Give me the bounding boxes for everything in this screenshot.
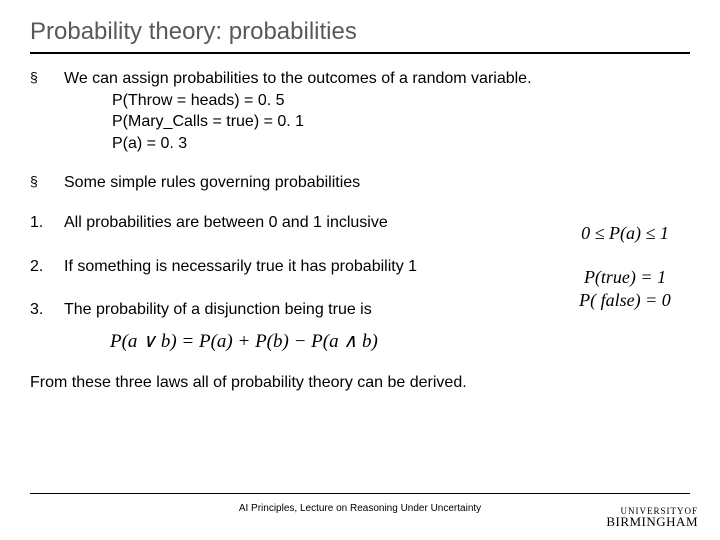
number-marker: 2. [30,256,43,278]
bullet-marker: § [30,68,38,87]
bullet-item-1: § We can assign probabilities to the out… [30,68,690,154]
university-logo: UNIVERSITYOF BIRMINGHAM [606,507,698,528]
bullet-text: Some simple rules governing probabilitie… [64,172,690,194]
bullet-text: We can assign probabilities to the outco… [64,68,690,90]
math-inequality: 0 ≤ P(a) ≤ 1 [560,222,690,245]
number-marker: 3. [30,299,43,321]
bullet-item-2: § Some simple rules governing probabilit… [30,172,690,194]
bullet-marker: § [30,172,38,191]
math-false: P( false) = 0 [560,289,690,312]
number-marker: 1. [30,212,43,234]
bullet-sublines: P(Throw = heads) = 0. 5 P(Mary_Calls = t… [64,90,690,155]
math-true: P(true) = 1 [560,266,690,289]
closing-text: From these three laws all of probability… [30,372,690,394]
footer-divider [30,493,690,494]
logo-line-2: BIRMINGHAM [606,516,698,528]
slide-title: Probability theory: probabilities [30,18,690,54]
prob-line: P(a) = 0. 3 [112,133,690,155]
disjunction-formula: P(a ∨ b) = P(a) + P(b) − P(a ∧ b) [110,329,690,355]
prob-line: P(Throw = heads) = 0. 5 [112,90,690,112]
math-true-false: P(true) = 1 P( false) = 0 [560,266,690,313]
slide: Probability theory: probabilities § We c… [0,0,720,540]
prob-line: P(Mary_Calls = true) = 0. 1 [112,111,690,133]
